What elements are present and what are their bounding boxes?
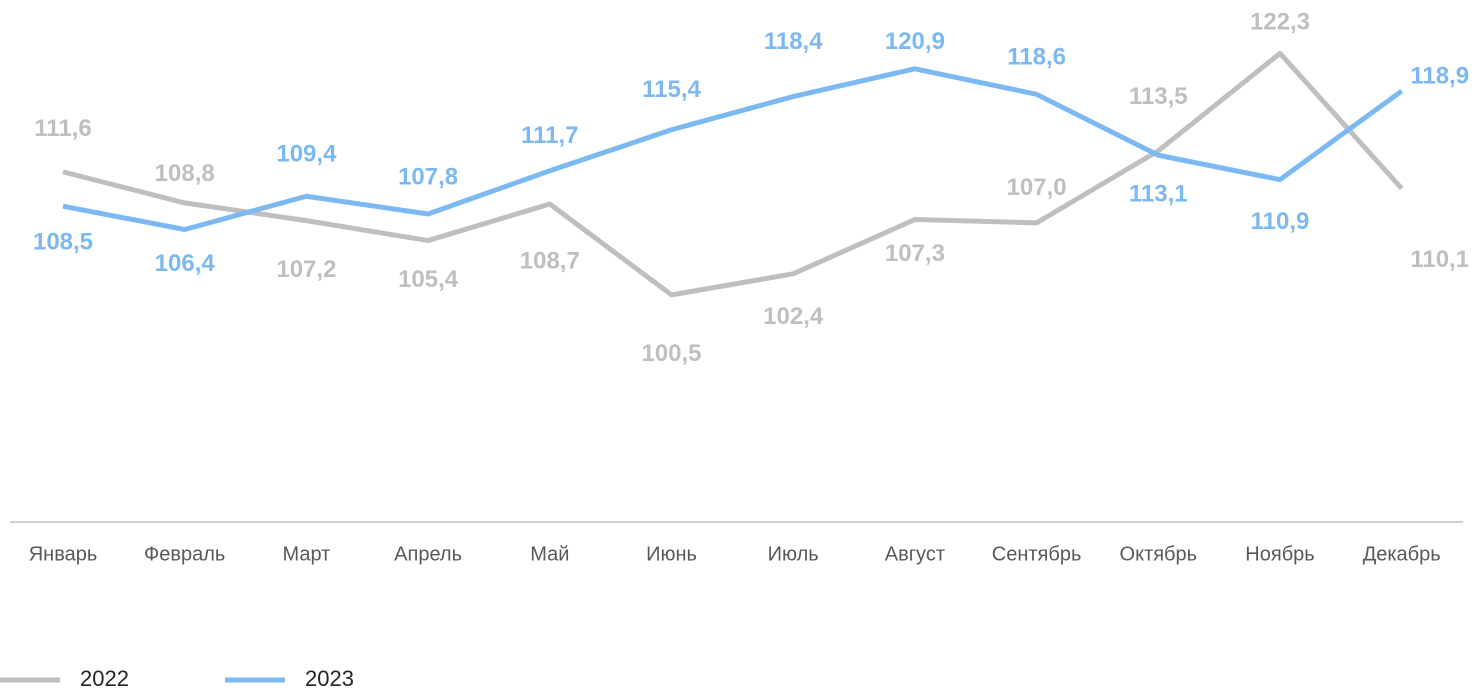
- x-tick-label: Июль: [768, 543, 819, 565]
- legend-label: 2022: [80, 666, 129, 688]
- data-label: 102,4: [763, 303, 824, 330]
- data-label: 107,3: [885, 240, 945, 267]
- data-label: 107,0: [1007, 174, 1067, 201]
- data-label: 107,8: [398, 163, 458, 190]
- data-label: 118,4: [764, 28, 823, 55]
- data-label: 100,5: [641, 340, 701, 367]
- data-label: 108,5: [33, 229, 93, 256]
- x-tick-label: Март: [282, 543, 330, 565]
- data-label: 118,9: [1410, 62, 1469, 89]
- data-label: 113,1: [1129, 181, 1188, 208]
- series-line: [62, 50, 1404, 298]
- x-tick-label: Август: [885, 543, 945, 565]
- data-label: 110,1: [1410, 246, 1469, 273]
- x-tick-label: Апрель: [394, 543, 462, 565]
- data-label: 108,7: [520, 247, 580, 274]
- data-label: 115,4: [642, 76, 701, 103]
- x-tick-label: Июнь: [646, 543, 697, 565]
- data-label: 108,8: [155, 160, 215, 187]
- x-tick-label: Май: [530, 543, 569, 565]
- x-tick-label: Февраль: [144, 543, 225, 565]
- data-label: 111,6: [34, 115, 91, 142]
- x-tick-label: Ноябрь: [1245, 543, 1314, 565]
- data-label: 120,9: [885, 28, 945, 55]
- data-label: 106,4: [155, 250, 216, 277]
- data-label: 113,5: [1129, 83, 1188, 110]
- x-tick-label: Сентябрь: [992, 543, 1082, 565]
- x-tick-label: Октябрь: [1120, 543, 1198, 565]
- data-label: 111,7: [521, 122, 578, 149]
- data-label: 118,6: [1007, 44, 1066, 71]
- series-line: [62, 66, 1404, 232]
- x-tick-label: Декабрь: [1363, 543, 1441, 565]
- data-label: 110,9: [1251, 208, 1310, 235]
- x-tick-label: Январь: [29, 543, 98, 565]
- data-label: 109,4: [276, 141, 337, 168]
- data-label: 107,2: [276, 256, 336, 283]
- data-label: 122,3: [1250, 9, 1310, 36]
- legend-label: 2023: [305, 666, 354, 688]
- data-label: 105,4: [398, 266, 459, 293]
